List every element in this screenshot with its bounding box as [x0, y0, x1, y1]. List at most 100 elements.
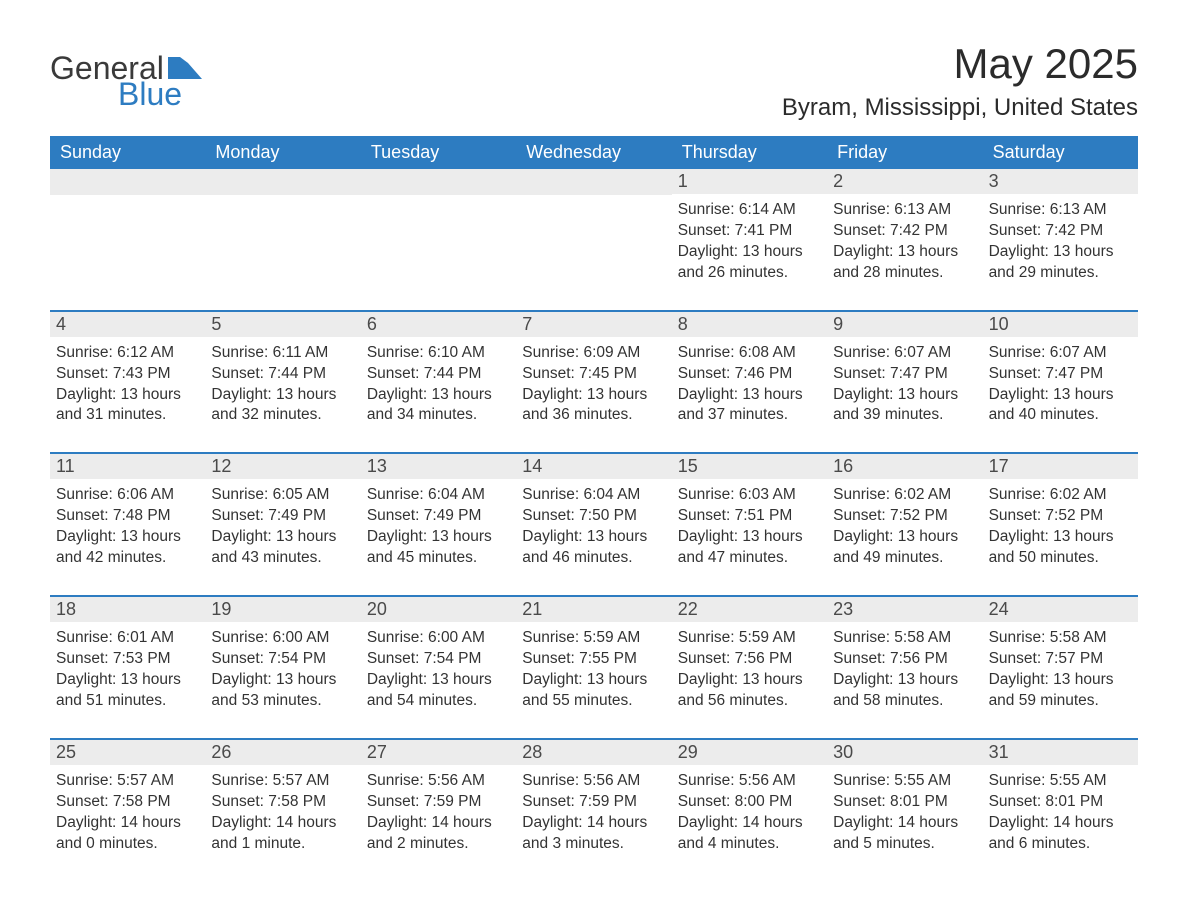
- empty-day-header: [50, 169, 205, 195]
- day-number: 27: [361, 740, 516, 765]
- weekday-header: Sunday: [50, 136, 205, 169]
- week-row: 25Sunrise: 5:57 AMSunset: 7:58 PMDayligh…: [50, 738, 1138, 867]
- day-body: Sunrise: 6:06 AMSunset: 7:48 PMDaylight:…: [56, 485, 199, 569]
- daylight-text-line1: Daylight: 13 hours: [989, 670, 1132, 691]
- day-body: Sunrise: 5:57 AMSunset: 7:58 PMDaylight:…: [211, 771, 354, 855]
- daylight-text-line2: and 43 minutes.: [211, 548, 354, 569]
- sunrise-text: Sunrise: 5:55 AM: [833, 771, 976, 792]
- daylight-text-line2: and 29 minutes.: [989, 263, 1132, 284]
- sunrise-text: Sunrise: 6:11 AM: [211, 343, 354, 364]
- day-number: 2: [827, 169, 982, 194]
- day-cell: 6 Sunrise: 6:10 AMSunset: 7:44 PMDaylight…: [361, 312, 516, 439]
- daylight-text-line2: and 53 minutes.: [211, 691, 354, 712]
- day-body: Sunrise: 6:10 AMSunset: 7:44 PMDaylight:…: [367, 343, 510, 427]
- daylight-text-line1: Daylight: 13 hours: [367, 385, 510, 406]
- sunset-text: Sunset: 7:54 PM: [367, 649, 510, 670]
- day-number: 1: [672, 169, 827, 194]
- day-cell: 20Sunrise: 6:00 AMSunset: 7:54 PMDayligh…: [361, 597, 516, 724]
- daylight-text-line2: and 49 minutes.: [833, 548, 976, 569]
- daylight-text-line2: and 4 minutes.: [678, 834, 821, 855]
- day-number: 4: [50, 312, 205, 337]
- daylight-text-line2: and 2 minutes.: [367, 834, 510, 855]
- day-body: Sunrise: 5:55 AMSunset: 8:01 PMDaylight:…: [833, 771, 976, 855]
- day-cell: 12Sunrise: 6:05 AMSunset: 7:49 PMDayligh…: [205, 454, 360, 581]
- daylight-text-line2: and 0 minutes.: [56, 834, 199, 855]
- week-row: 4 Sunrise: 6:12 AMSunset: 7:43 PM Daylight…: [50, 310, 1138, 439]
- day-body: Sunrise: 6:05 AMSunset: 7:49 PMDaylight:…: [211, 485, 354, 569]
- daylight-text-line2: and 26 minutes.: [678, 263, 821, 284]
- day-number: 31: [983, 740, 1138, 765]
- day-body: Sunrise: 6:00 AMSunset: 7:54 PMDaylight:…: [211, 628, 354, 712]
- sunset-text: Sunset: 7:44 PM: [367, 364, 510, 385]
- sunset-text: Sunset: 7:47 PM: [989, 364, 1132, 385]
- day-cell: 8Sunrise: 6:08 AMSunset: 7:46 PMDaylight…: [672, 312, 827, 439]
- sunrise-text: Sunrise: 6:03 AM: [678, 485, 821, 506]
- sunrise-text: Sunrise: 6:02 AM: [989, 485, 1132, 506]
- daylight-text-line2: and 37 minutes.: [678, 405, 821, 426]
- sunset-text: Sunset: 7:58 PM: [211, 792, 354, 813]
- daylight-text-line1: Daylight: 13 hours: [833, 385, 976, 406]
- sunset-text: Sunset: 7:45 PM: [522, 364, 665, 385]
- daylight-text-line1: Daylight: 14 hours: [56, 813, 199, 834]
- week-row: 11Sunrise: 6:06 AMSunset: 7:48 PMDayligh…: [50, 452, 1138, 581]
- calendar: Sunday Monday Tuesday Wednesday Thursday…: [50, 136, 1138, 866]
- day-cell: 5Sunrise: 6:11 AMSunset: 7:44 PMDaylight…: [205, 312, 360, 439]
- day-body: Sunrise: 6:04 AMSunset: 7:50 PMDaylight:…: [522, 485, 665, 569]
- daylight-text-line1: Daylight: 13 hours: [678, 385, 821, 406]
- weekday-header: Monday: [205, 136, 360, 169]
- empty-day-header: [205, 169, 360, 195]
- day-number: 5: [205, 312, 360, 337]
- weekday-header: Thursday: [672, 136, 827, 169]
- daylight-text-line1: Daylight: 13 hours: [367, 670, 510, 691]
- day-body: Sunrise: 6:07 AMSunset: 7:47 PMDaylight:…: [989, 343, 1132, 427]
- daylight-text-line2: and 55 minutes.: [522, 691, 665, 712]
- sunset-text: Sunset: 7:49 PM: [211, 506, 354, 527]
- sunset-text: Sunset: 7:59 PM: [522, 792, 665, 813]
- day-number: 6: [361, 312, 516, 337]
- day-number: 20: [361, 597, 516, 622]
- sunset-text: Sunset: 7:42 PM: [989, 221, 1132, 242]
- daylight-text-line1: Daylight: 14 hours: [833, 813, 976, 834]
- sunset-text: Sunset: 7:49 PM: [367, 506, 510, 527]
- sunrise-text: Sunrise: 5:59 AM: [522, 628, 665, 649]
- sunrise-text: Sunrise: 5:57 AM: [211, 771, 354, 792]
- day-cell: 23Sunrise: 5:58 AMSunset: 7:56 PMDayligh…: [827, 597, 982, 724]
- sunset-text: Sunset: 8:00 PM: [678, 792, 821, 813]
- day-body: Sunrise: 6:01 AMSunset: 7:53 PMDaylight:…: [56, 628, 199, 712]
- sunset-text: Sunset: 7:43 PM: [56, 364, 199, 385]
- day-cell: 9 Sunrise: 6:07 AMSunset: 7:47 PMDaylight…: [827, 312, 982, 439]
- day-number: 14: [516, 454, 671, 479]
- day-cell: [205, 169, 360, 296]
- daylight-text-line2: and 31 minutes.: [56, 405, 199, 426]
- sunrise-text: Sunrise: 5:55 AM: [989, 771, 1132, 792]
- day-number: 24: [983, 597, 1138, 622]
- day-cell: [361, 169, 516, 296]
- daylight-text-line2: and 46 minutes.: [522, 548, 665, 569]
- sunset-text: Sunset: 7:54 PM: [211, 649, 354, 670]
- sunset-text: Sunset: 7:47 PM: [833, 364, 976, 385]
- sunrise-text: Sunrise: 6:13 AM: [833, 200, 976, 221]
- empty-day-header: [516, 169, 671, 195]
- day-cell: 7Sunrise: 6:09 AMSunset: 7:45 PMDaylight…: [516, 312, 671, 439]
- sunrise-text: Sunrise: 6:12 AM: [56, 343, 199, 364]
- daylight-text-line2: and 58 minutes.: [833, 691, 976, 712]
- sunrise-text: Sunrise: 5:56 AM: [367, 771, 510, 792]
- sunrise-text: Sunrise: 6:07 AM: [833, 343, 976, 364]
- daylight-text-line1: Daylight: 13 hours: [989, 242, 1132, 263]
- day-cell: 19Sunrise: 6:00 AMSunset: 7:54 PMDayligh…: [205, 597, 360, 724]
- sunset-text: Sunset: 7:50 PM: [522, 506, 665, 527]
- daylight-text-line2: and 56 minutes.: [678, 691, 821, 712]
- sunrise-text: Sunrise: 5:56 AM: [522, 771, 665, 792]
- weekday-header: Friday: [827, 136, 982, 169]
- sunset-text: Sunset: 7:52 PM: [833, 506, 976, 527]
- sunset-text: Sunset: 8:01 PM: [989, 792, 1132, 813]
- weekday-header: Saturday: [983, 136, 1138, 169]
- daylight-text-line1: Daylight: 13 hours: [522, 670, 665, 691]
- sunrise-text: Sunrise: 6:14 AM: [678, 200, 821, 221]
- day-body: Sunrise: 5:57 AMSunset: 7:58 PMDaylight:…: [56, 771, 199, 855]
- day-cell: 25Sunrise: 5:57 AMSunset: 7:58 PMDayligh…: [50, 740, 205, 867]
- day-number: 8: [672, 312, 827, 337]
- day-cell: [50, 169, 205, 296]
- daylight-text-line1: Daylight: 14 hours: [678, 813, 821, 834]
- day-number: 9: [827, 312, 982, 337]
